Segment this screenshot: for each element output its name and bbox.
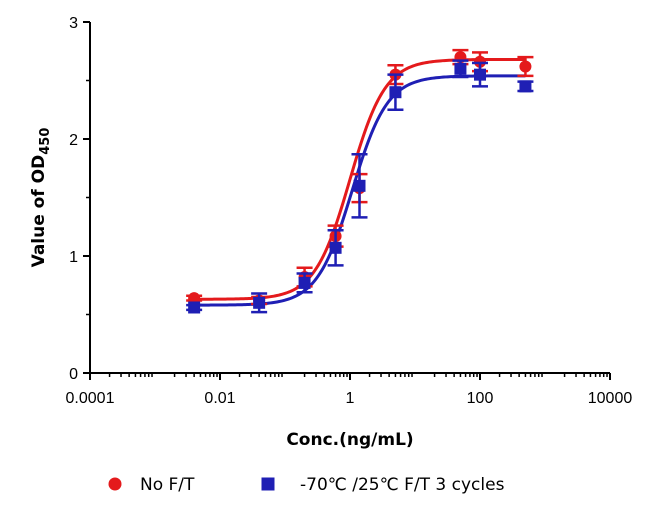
y-tick-label: 0 xyxy=(69,366,78,383)
y-tick-label: 3 xyxy=(69,15,78,32)
legend-label: -70℃ /25℃ F/T 3 cycles xyxy=(300,475,505,495)
x-tick-label: 100 xyxy=(467,390,494,407)
y-axis-title-main: Value of OD xyxy=(29,155,49,268)
marker-square xyxy=(298,276,311,289)
y-axis-title: Value of OD450 xyxy=(29,128,53,268)
data-point-1 xyxy=(327,229,344,267)
marker-square xyxy=(474,68,486,81)
marker-square xyxy=(454,62,467,75)
fit-curve-0 xyxy=(194,57,526,301)
data-point-1 xyxy=(296,272,313,294)
data-point-1 xyxy=(251,292,268,314)
marker-square xyxy=(329,241,342,254)
data-point-1 xyxy=(517,80,534,93)
x-tick-label: 1 xyxy=(346,390,355,407)
legend-label: No F/T xyxy=(140,475,195,495)
data-point-0 xyxy=(186,292,203,305)
y-tick-label: 1 xyxy=(69,249,78,266)
legend: No F/T -70℃ /25℃ F/T 3 cycles xyxy=(108,475,505,495)
data-points xyxy=(186,48,534,314)
marker-square xyxy=(253,296,266,309)
data-point-0 xyxy=(517,55,534,78)
marker-square xyxy=(353,179,366,192)
data-point-1 xyxy=(387,73,404,111)
legend-item-1: -70℃ /25℃ F/T 3 cycles xyxy=(261,475,505,495)
marker-circle xyxy=(188,292,201,305)
y-tick-label: 2 xyxy=(69,132,78,149)
legend-item-0: No F/T xyxy=(108,475,195,495)
legend-marker-circle xyxy=(108,477,122,491)
data-point-1 xyxy=(351,152,368,219)
marker-square xyxy=(389,86,402,99)
y-axis-title-subscript: 450 xyxy=(38,128,53,155)
x-tick-label: 0.01 xyxy=(204,390,235,407)
marker-square xyxy=(188,301,201,314)
axes: 0.0001 0.01 1 100 10000 0 1 2 3 Conc.(ng/mL) Value… xyxy=(29,15,632,450)
marker-square xyxy=(519,80,532,93)
data-point-1 xyxy=(472,61,488,88)
data-point-1 xyxy=(186,301,203,314)
legend-marker-square xyxy=(261,477,275,491)
data-point-1 xyxy=(452,59,469,79)
x-axis-title: Conc.(ng/mL) xyxy=(286,430,413,450)
x-tick-label: 10000 xyxy=(588,390,633,407)
marker-circle xyxy=(519,60,532,73)
x-tick-label: 0.0001 xyxy=(66,390,115,407)
